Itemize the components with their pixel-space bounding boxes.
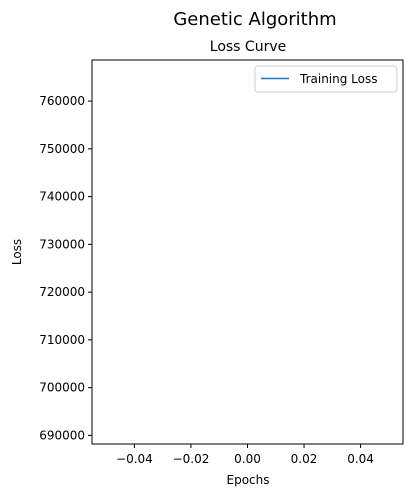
x-tick-label: 0.04 — [347, 452, 374, 466]
y-tick-label: 720000 — [39, 285, 85, 299]
y-tick-label: 690000 — [39, 428, 85, 442]
y-tick-label: 760000 — [39, 94, 85, 108]
x-axis: −0.04 −0.02 0.00 0.02 0.04 — [116, 444, 374, 466]
legend-box — [254, 65, 398, 93]
plot-frame — [91, 59, 404, 445]
y-tick-label: 740000 — [39, 190, 85, 204]
x-tick-label: 0.02 — [291, 452, 318, 466]
chart-title: Loss Curve — [210, 39, 286, 55]
x-tick-label: −0.04 — [116, 452, 153, 466]
legend-label-training-loss: Training Loss — [299, 72, 377, 86]
x-tick-label: 0.00 — [234, 452, 261, 466]
figure-suptitle: Genetic Algorithm — [173, 9, 336, 30]
x-axis-label: Epochs — [227, 473, 270, 487]
x-tick-label: −0.02 — [173, 452, 210, 466]
y-axis: 690000 700000 710000 720000 730000 740000 7500… — [39, 94, 92, 442]
y-tick-label: 730000 — [39, 237, 85, 251]
y-tick-label: 710000 — [39, 333, 85, 347]
y-tick-label: 700000 — [39, 381, 85, 395]
legend: Training Loss — [254, 65, 398, 93]
y-axis-label: Loss — [10, 239, 24, 265]
y-tick-label: 750000 — [39, 142, 85, 156]
